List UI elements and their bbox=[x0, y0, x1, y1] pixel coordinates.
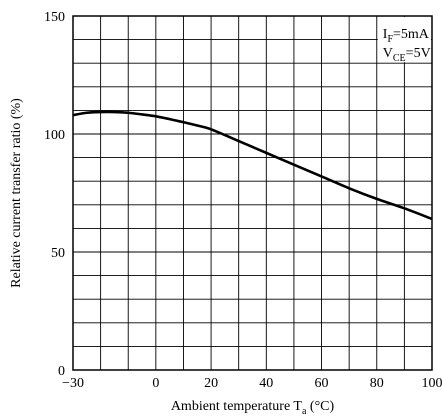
series-layer bbox=[72, 110, 433, 221]
x-tick-label: 100 bbox=[422, 376, 442, 391]
condition-vce: VCE=5V bbox=[383, 46, 431, 64]
y-tick-labels: 0 50 100 150 bbox=[44, 10, 65, 379]
y-tick-label: 150 bbox=[44, 10, 65, 25]
x-axis-label: Ambient temperature Ta (°C) bbox=[171, 399, 335, 417]
y-tick-label: 100 bbox=[44, 128, 65, 143]
y-tick-label: 0 bbox=[58, 364, 65, 379]
y-axis-label: Relative current transfer ratio (%) bbox=[9, 98, 24, 288]
x-tick-label: 80 bbox=[370, 376, 384, 391]
y-tick-label: 50 bbox=[51, 246, 65, 261]
x-tick-label: −30 bbox=[62, 376, 84, 391]
x-tick-label: 60 bbox=[315, 376, 329, 391]
x-tick-labels: −30 0 20 40 60 80 100 bbox=[62, 376, 442, 391]
plot-frame bbox=[72, 15, 433, 371]
x-tick-label: 0 bbox=[152, 376, 159, 391]
grid-lines bbox=[73, 16, 432, 370]
x-tick-label: 20 bbox=[204, 376, 218, 391]
series-line bbox=[72, 110, 433, 221]
x-tick-label: 40 bbox=[259, 376, 273, 391]
condition-if: IF=5mA bbox=[383, 27, 430, 45]
conditions-box bbox=[377, 17, 431, 63]
